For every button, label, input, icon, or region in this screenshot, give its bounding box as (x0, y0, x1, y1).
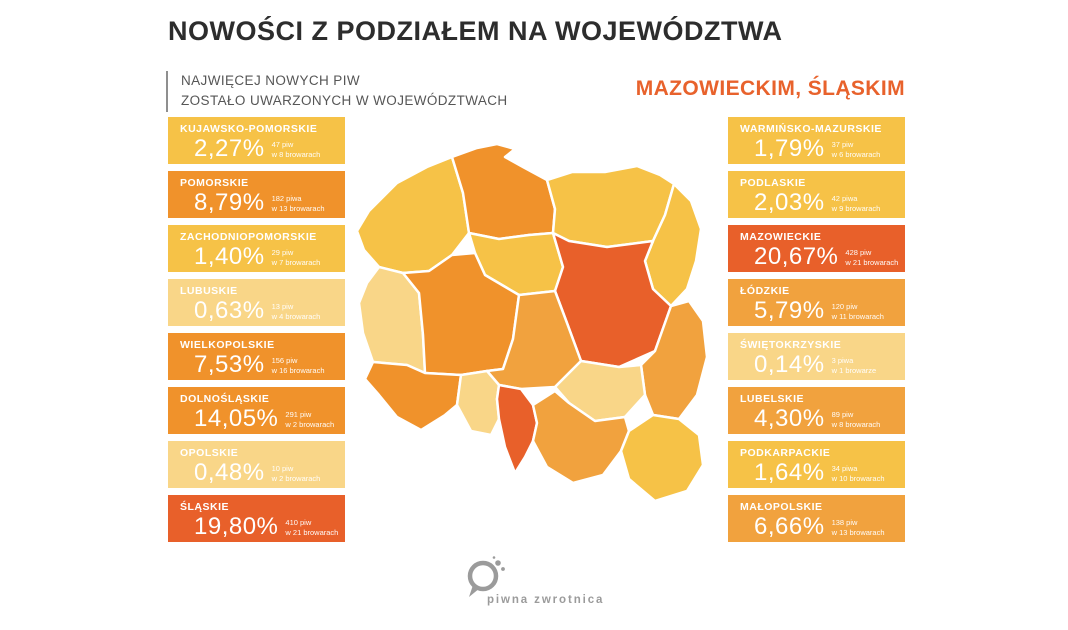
region-name: PODKARPACKIE (740, 447, 831, 459)
subtitle: NAJWIĘCEJ NOWYCH PIW ZOSTAŁO UWARZONYCH … (166, 71, 508, 112)
region-percent: 2,03% (754, 189, 825, 216)
stat-card-kujawsko-pomorskie: KUJAWSKO-POMORSKIE 2,27% 47 piw w 8 browa… (168, 117, 345, 164)
poland-choropleth-map (357, 143, 709, 503)
stat-card-mazowieckie: MAZOWIECKIE 20,67% 428 piw w 21 browarach (728, 225, 905, 272)
region-name: MAZOWIECKIE (740, 231, 822, 243)
region-detail: 13 piw w 4 browarach (271, 302, 321, 322)
region-name: DOLNOŚLĄSKIE (180, 393, 270, 405)
region-percent: 5,79% (754, 297, 825, 324)
region-name: WIELKOPOLSKIE (180, 339, 275, 351)
map-region-slaskie (495, 383, 539, 475)
stat-card-lubelskie: LUBELSKIE 4,30% 89 piw w 8 browarach (728, 387, 905, 434)
highlighted-regions-text: MAZOWIECKIM, ŚLĄSKIM (635, 77, 905, 100)
stat-card-dolnoslaskie: DOLNOŚLĄSKIE 14,05% 291 piw w 2 browarach (168, 387, 345, 434)
region-detail: 37 piw w 6 browarach (831, 140, 881, 160)
region-detail: 410 piw w 21 browarach (285, 518, 339, 538)
region-detail: 34 piwa w 10 browarach (831, 464, 885, 484)
region-percent: 14,05% (194, 405, 279, 432)
region-percent: 19,80% (194, 513, 279, 540)
region-detail: 42 piwa w 9 browarach (831, 194, 881, 214)
region-detail: 89 piw w 8 browarach (831, 410, 881, 430)
region-detail: 138 piw w 13 browarach (831, 518, 885, 538)
region-percent: 2,27% (194, 135, 265, 162)
subtitle-line-2: ZOSTAŁO UWARZONYCH W WOJEWÓDZTWACH (181, 93, 508, 109)
page-title: NOWOŚCI Z PODZIAŁEM NA WOJEWÓDZTWA (168, 16, 783, 46)
region-name: LUBUSKIE (180, 285, 238, 297)
region-detail: 29 piw w 7 browarach (271, 248, 321, 268)
region-detail: 47 piw w 8 browarach (271, 140, 321, 160)
right-stat-column: WARMIŃSKO-MAZURSKIE 1,79% 37 piw w 6 brow… (728, 117, 905, 549)
region-detail: 156 piw w 16 browarach (271, 356, 325, 376)
stat-card-podlaskie: PODLASKIE 2,03% 42 piwa w 9 browarach (728, 171, 905, 218)
region-name: ŚLĄSKIE (180, 501, 230, 513)
region-percent: 0,48% (194, 459, 265, 486)
piwna-zwrotnica-logo-text: piwna zwrotnica (487, 594, 605, 606)
stat-card-malopolskie: MAŁOPOLSKIE 6,66% 138 piw w 13 browarach (728, 495, 905, 542)
stat-card-zachodniopomorskie: ZACHODNIOPOMORSKIE 1,40% 29 piw w 7 browa… (168, 225, 345, 272)
stat-card-wielkopolskie: WIELKOPOLSKIE 7,53% 156 piw w 16 browarac… (168, 333, 345, 380)
region-name: KUJAWSKO-POMORSKIE (180, 123, 318, 135)
stat-card-podkarpackie: PODKARPACKIE 1,64% 34 piwa w 10 browarach (728, 441, 905, 488)
left-stat-column: KUJAWSKO-POMORSKIE 2,27% 47 piw w 8 browa… (168, 117, 345, 549)
region-name: ZACHODNIOPOMORSKIE (180, 231, 317, 243)
subtitle-line-1: NAJWIĘCEJ NOWYCH PIW (181, 73, 360, 88)
region-percent: 6,66% (754, 513, 825, 540)
region-detail: 120 piw w 11 browarach (831, 302, 884, 322)
region-name: WARMIŃSKO-MAZURSKIE (740, 123, 882, 135)
region-name: OPOLSKIE (180, 447, 239, 459)
map-region-podkarpackie (619, 413, 705, 503)
region-percent: 1,64% (754, 459, 825, 486)
region-percent: 1,40% (194, 243, 265, 270)
map-region-pomorskie (450, 143, 557, 241)
region-percent: 0,63% (194, 297, 265, 324)
stat-card-lodzkie: ŁÓDZKIE 5,79% 120 piw w 11 browarach (728, 279, 905, 326)
region-percent: 7,53% (194, 351, 265, 378)
region-name: PODLASKIE (740, 177, 806, 189)
stat-card-swietokrzyskie: ŚWIĘTOKRZYSKIE 0,14% 3 piwa w 1 browarze (728, 333, 905, 380)
region-detail: 10 piw w 2 browarach (271, 464, 321, 484)
map-region-dolnoslaskie (363, 360, 463, 432)
region-name: ŚWIĘTOKRZYSKIE (740, 339, 842, 351)
region-detail: 182 piwa w 13 browarach (271, 194, 325, 214)
map-region-opolskie (455, 369, 501, 437)
region-detail: 3 piwa w 1 browarze (831, 356, 877, 376)
region-detail: 428 piw w 21 browarach (845, 248, 899, 268)
region-name: ŁÓDZKIE (740, 285, 790, 297)
region-name: POMORSKIE (180, 177, 249, 189)
region-name: LUBELSKIE (740, 393, 805, 405)
stat-card-slaskie: ŚLĄSKIE 19,80% 410 piw w 21 browarach (168, 495, 345, 542)
region-detail: 291 piw w 2 browarach (285, 410, 335, 430)
region-percent: 4,30% (754, 405, 825, 432)
region-percent: 8,79% (194, 189, 265, 216)
region-percent: 0,14% (754, 351, 825, 378)
stat-card-pomorskie: POMORSKIE 8,79% 182 piwa w 13 browarach (168, 171, 345, 218)
stat-card-opolskie: OPOLSKIE 0,48% 10 piw w 2 browarach (168, 441, 345, 488)
region-name: MAŁOPOLSKIE (740, 501, 823, 513)
stat-card-warminsko-mazurskie: WARMIŃSKO-MAZURSKIE 1,79% 37 piw w 6 brow… (728, 117, 905, 164)
region-percent: 1,79% (754, 135, 825, 162)
stat-card-lubuskie: LUBUSKIE 0,63% 13 piw w 4 browarach (168, 279, 345, 326)
region-percent: 20,67% (754, 243, 839, 270)
piwna-zwrotnica-logo-icon (467, 556, 505, 597)
